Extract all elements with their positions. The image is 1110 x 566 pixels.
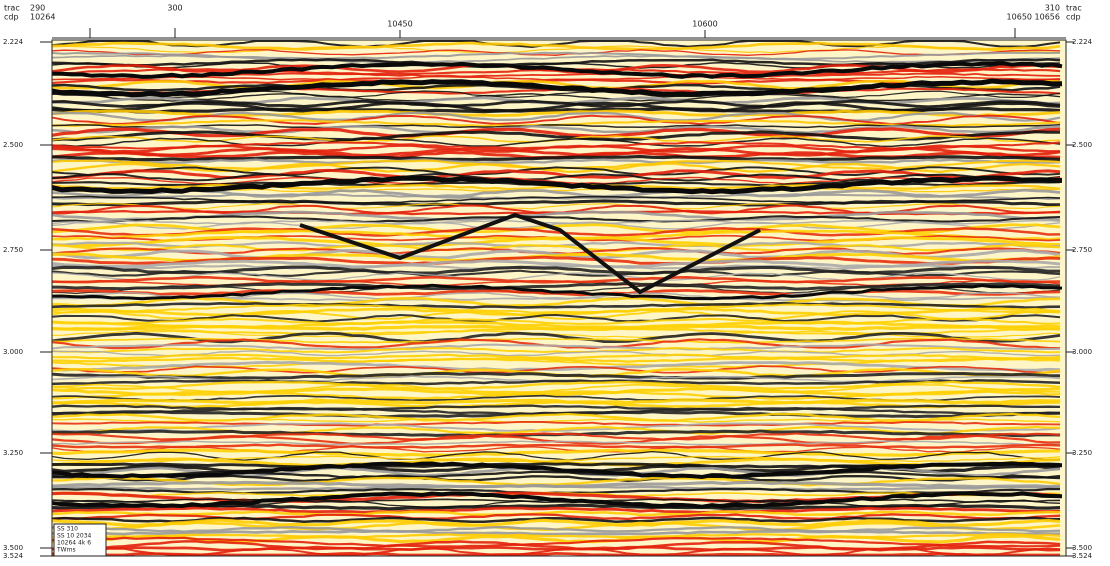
left-axis-label: 3.000 <box>3 348 23 356</box>
top-ticks <box>90 28 1015 38</box>
left-axis-label: 2.500 <box>3 141 23 149</box>
right-axis-label: 3.524 <box>1072 552 1093 560</box>
right-axis-label: 2.750 <box>1072 246 1092 254</box>
header-value: 310 <box>1045 4 1060 13</box>
legend-line: SS 310 <box>57 526 78 533</box>
header-mark: 10450 <box>387 20 412 29</box>
legend-line: 10264 4k 6 <box>57 540 91 547</box>
right-axis-label: 3.000 <box>1072 348 1092 356</box>
header-value: 10650 10656 <box>1007 13 1060 22</box>
left-axis-label: 2.224 <box>3 38 24 46</box>
header-mark: 10600 <box>692 20 717 29</box>
header-label: trac <box>1066 4 1082 13</box>
left-axis-label: 3.250 <box>3 449 23 457</box>
header-label: cdp <box>4 13 19 22</box>
legend-line: SS 10 2034 <box>57 533 92 540</box>
left-axis-label: 3.500 <box>3 544 23 552</box>
header-label: trac <box>4 4 20 13</box>
right-axis-label: 3.250 <box>1072 449 1092 457</box>
legend-line: TWms <box>56 547 76 554</box>
seismic-view: trac cdp 290 10264 300 10450 10600 310 1… <box>0 0 1110 562</box>
header-value: 10264 <box>30 13 55 22</box>
right-axis-label: 2.224 <box>1072 38 1093 46</box>
right-axis-label: 2.500 <box>1072 141 1092 149</box>
header-label: cdp <box>1066 13 1081 22</box>
header-mark: 300 <box>167 4 182 13</box>
right-axis-label: 3.500 <box>1072 544 1092 552</box>
left-axis-label: 2.750 <box>3 246 23 254</box>
header-value: 290 <box>30 4 45 13</box>
left-axis-label: 3.524 <box>3 552 24 560</box>
